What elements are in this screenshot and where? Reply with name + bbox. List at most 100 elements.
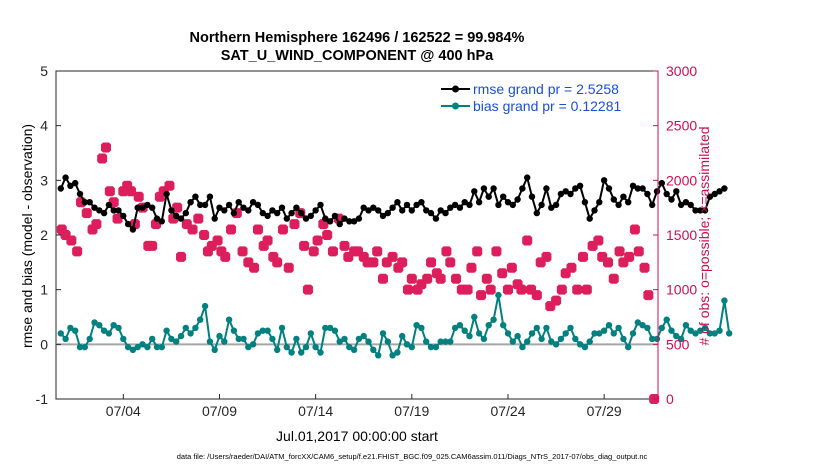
bias-point: [350, 346, 358, 353]
rmse-point: [86, 199, 93, 206]
obs-count-marker: [639, 262, 650, 273]
bias-point: [225, 316, 233, 323]
rmse-point: [437, 207, 444, 214]
bias-point: [461, 327, 468, 334]
bias-point: [485, 322, 492, 329]
x-axis-ticks: 07/04 07/09 07/14 07/19 07/24 07/29: [106, 394, 622, 419]
rmse-point: [687, 201, 694, 209]
rmse-point: [129, 226, 137, 233]
bias-point: [379, 330, 387, 337]
rmse-point: [543, 185, 550, 192]
y-tick-label: 4: [40, 118, 48, 134]
obs-count-marker: [339, 240, 350, 251]
obs-count-marker: [187, 224, 198, 235]
obs-count-marker: [101, 142, 112, 153]
bias-point: [76, 343, 84, 351]
bias-point: [326, 324, 334, 332]
bias-point: [211, 346, 218, 353]
bias-point: [548, 338, 555, 345]
obs-count-marker: [402, 284, 413, 295]
bias-point: [408, 343, 415, 351]
bias-point: [293, 335, 300, 343]
rmse-point: [187, 199, 194, 206]
rmse-point: [163, 190, 170, 198]
rmse-point: [480, 185, 488, 192]
y2-tick-label: 1000: [666, 282, 697, 298]
bias-point: [701, 324, 709, 332]
rmse-point: [322, 215, 329, 222]
bias-point: [466, 332, 473, 340]
rmse-point: [158, 218, 165, 225]
bias-point: [596, 330, 603, 337]
bias-point: [187, 330, 194, 337]
bias-point: [274, 346, 281, 353]
rmse-point: [471, 188, 478, 195]
rmse-point: [355, 215, 363, 222]
rmse-point: [562, 188, 569, 195]
bias-point: [538, 335, 545, 343]
obs-count-marker: [249, 262, 260, 273]
rmse-point: [442, 209, 449, 217]
rmse-point: [110, 207, 117, 214]
bias-point: [629, 330, 637, 337]
bias-point: [687, 327, 694, 334]
obs-count-marker: [624, 251, 635, 262]
rmse-point: [216, 204, 223, 211]
bias-point: [177, 332, 185, 340]
obs-count-marker: [66, 235, 77, 246]
bias-point: [384, 338, 391, 345]
rmse-point: [423, 207, 430, 214]
bias-point: [139, 341, 146, 348]
obs-count-marker: [485, 284, 496, 295]
bias-point: [221, 338, 228, 345]
obs-count-marker: [516, 284, 527, 295]
bias-point: [129, 346, 137, 353]
bias-point: [134, 343, 141, 351]
legend-bias-marker: [452, 102, 459, 110]
bias-point: [81, 343, 89, 351]
rmse-point: [490, 185, 497, 192]
obs-markers: [56, 142, 660, 404]
y2-tick-label: 2000: [666, 172, 697, 188]
bias-point: [62, 335, 69, 343]
bias-point: [322, 324, 329, 332]
rmse-point: [711, 190, 718, 198]
obs-count-marker: [643, 290, 654, 301]
rmse-point: [605, 185, 613, 192]
rmse-point: [596, 199, 603, 206]
obs-count-marker: [272, 257, 283, 268]
bias-point: [653, 335, 661, 343]
rmse-point: [307, 212, 314, 220]
legend-bias-label: bias grand pr = 0.12281: [473, 98, 621, 114]
y2-tick-label: 2500: [666, 118, 697, 134]
bias-point: [192, 324, 199, 332]
bias-point: [399, 332, 406, 340]
rmse-point: [620, 193, 627, 200]
bias-point: [591, 330, 598, 337]
bias-point: [100, 327, 108, 334]
rmse-point: [139, 204, 146, 211]
bias-point: [389, 352, 396, 359]
obs-count-marker: [445, 257, 456, 268]
bias-point: [620, 335, 627, 343]
rmse-point: [240, 204, 247, 211]
rmse-point: [153, 215, 161, 222]
rmse-point: [168, 207, 175, 214]
obs-count-marker: [577, 251, 588, 262]
rmse-point: [375, 207, 382, 214]
rmse-point: [302, 215, 310, 222]
rmse-point: [538, 201, 545, 209]
obs-count-marker: [462, 284, 473, 295]
bias-point: [600, 327, 608, 334]
obs-count-marker: [602, 257, 613, 268]
rmse-point: [264, 212, 271, 220]
rmse-point: [298, 209, 305, 217]
bias-point: [658, 324, 665, 332]
obs-count-marker: [466, 262, 477, 273]
obs-count-marker: [126, 186, 137, 197]
rmse-point: [721, 185, 728, 192]
obs-count-marker: [133, 191, 144, 202]
rmse-point: [230, 209, 238, 217]
bias-point: [605, 322, 613, 329]
bias-point: [519, 343, 526, 351]
